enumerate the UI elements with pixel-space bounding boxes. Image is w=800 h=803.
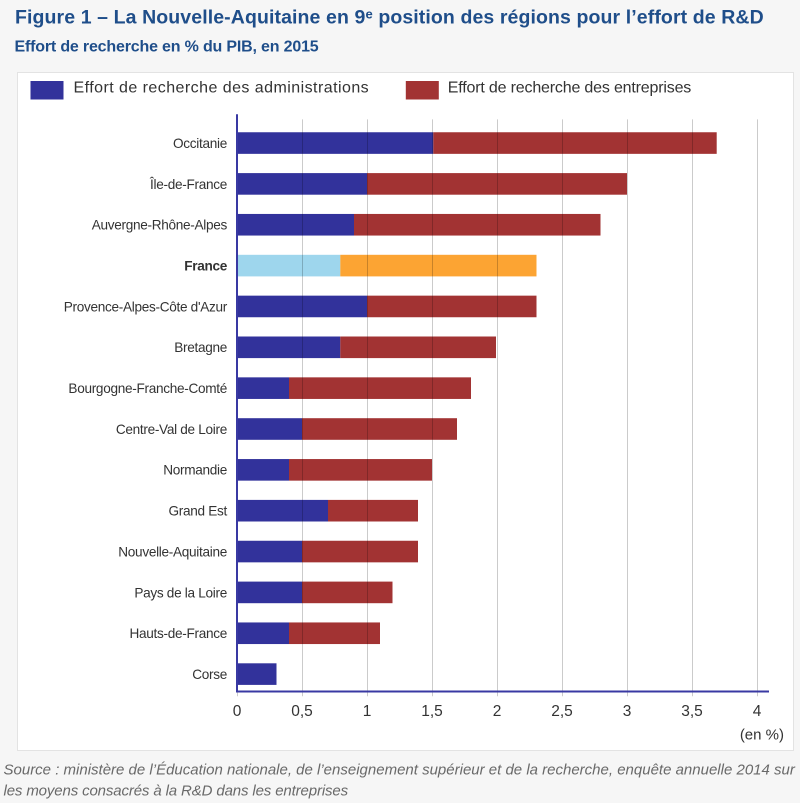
svg-text:Source : ministère de l’Éducat: Source : ministère de l’Éducation nation… bbox=[4, 762, 796, 779]
svg-text:Île-de-France: Île-de-France bbox=[149, 177, 227, 192]
svg-text:Occitanie: Occitanie bbox=[173, 136, 227, 151]
svg-text:Hauts-de-France: Hauts-de-France bbox=[130, 626, 228, 641]
svg-text:1,5: 1,5 bbox=[421, 703, 443, 720]
svg-text:Nouvelle-Aquitaine: Nouvelle-Aquitaine bbox=[118, 544, 227, 559]
svg-text:Effort de recherche en % du PI: Effort de recherche en % du PIB, en 2015 bbox=[15, 39, 319, 56]
svg-text:Provence-Alpes-Côte d'Azur: Provence-Alpes-Côte d'Azur bbox=[64, 299, 228, 314]
svg-text:Corse: Corse bbox=[192, 667, 227, 682]
svg-text:Pays de la Loire: Pays de la Loire bbox=[134, 585, 227, 600]
svg-text:Normandie: Normandie bbox=[163, 463, 227, 478]
svg-text:0: 0 bbox=[233, 703, 242, 720]
svg-text:1: 1 bbox=[363, 703, 372, 720]
svg-text:0,5: 0,5 bbox=[291, 703, 313, 720]
svg-text:les moyens consacrés à la R&D: les moyens consacrés à la R&D dans les e… bbox=[4, 783, 349, 800]
svg-text:Auvergne-Rhône-Alpes: Auvergne-Rhône-Alpes bbox=[92, 218, 228, 233]
svg-text:Grand Est: Grand Est bbox=[169, 504, 228, 519]
svg-text:Figure 1 – La Nouvelle-Aquitai: Figure 1 – La Nouvelle-Aquitaine en 9e p… bbox=[15, 7, 764, 29]
svg-text:Centre-Val de Loire: Centre-Val de Loire bbox=[116, 422, 227, 437]
svg-text:Effort de recherche des admini: Effort de recherche des administrations bbox=[74, 80, 370, 97]
svg-text:2,5: 2,5 bbox=[551, 703, 573, 720]
svg-text:France: France bbox=[184, 258, 228, 273]
svg-text:Effort de recherche des entrep: Effort de recherche des entreprises bbox=[448, 80, 691, 97]
svg-text:Bourgogne-Franche-Comté: Bourgogne-Franche-Comté bbox=[68, 381, 227, 396]
svg-text:2: 2 bbox=[493, 703, 502, 720]
svg-text:(en %): (en %) bbox=[740, 727, 784, 744]
svg-text:3: 3 bbox=[623, 703, 632, 720]
svg-text:4: 4 bbox=[753, 703, 762, 720]
svg-text:Bretagne: Bretagne bbox=[174, 340, 227, 355]
svg-text:3,5: 3,5 bbox=[681, 703, 703, 720]
